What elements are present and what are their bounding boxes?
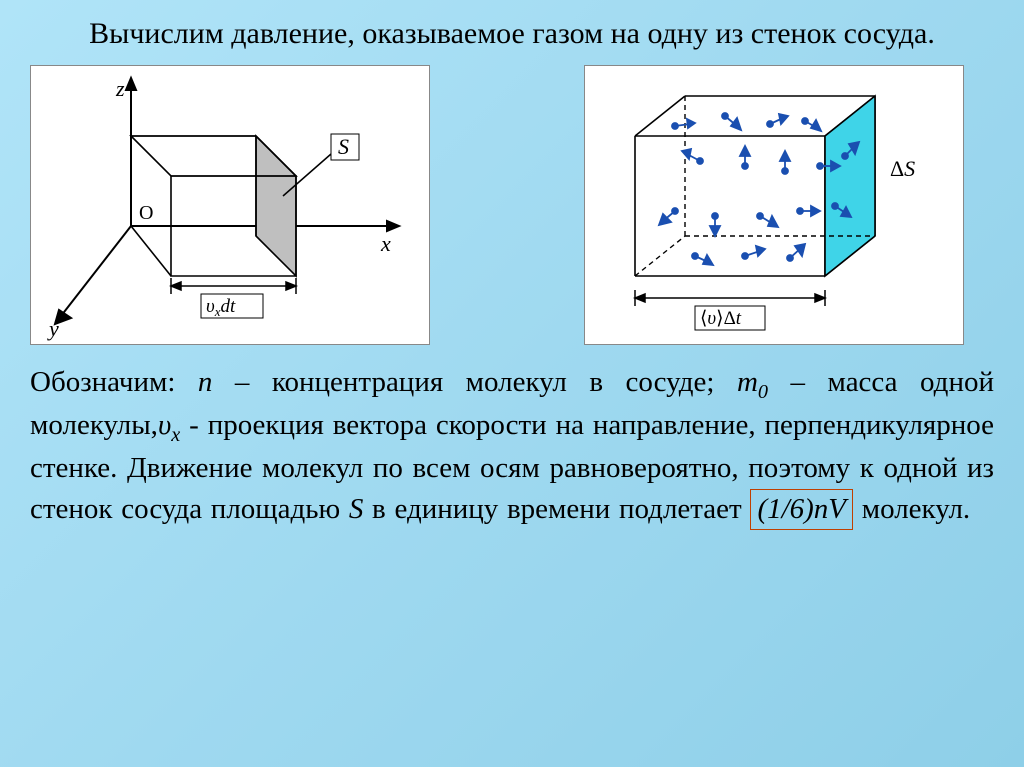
text-1e: в единицу времени подлетает — [363, 493, 750, 525]
cube-axes-svg: z x y O S υxdt — [31, 66, 431, 346]
var-S: S — [349, 493, 364, 525]
var-vx: υx — [158, 409, 180, 441]
label-vxdt-box: υxdt — [201, 294, 263, 319]
svg-text:S: S — [338, 134, 349, 159]
cube-molecules-svg: ΔS ⟨υ⟩Δt — [585, 66, 965, 346]
diagram-right: ΔS ⟨υ⟩Δt — [584, 65, 964, 345]
svg-text:υxdt: υxdt — [206, 296, 236, 319]
body-paragraph: Обозначим: n – концентрация молекул в со… — [0, 345, 1024, 530]
text-1f: молекул. — [853, 493, 970, 525]
origin-label: O — [139, 202, 153, 224]
axis-y-label: y — [47, 316, 59, 341]
text-1a: Обозначим: — [30, 366, 198, 398]
text-1b: – концентрация молекул в сосуде; — [212, 366, 737, 398]
svg-text:⟨υ⟩Δt: ⟨υ⟩Δt — [700, 308, 742, 329]
diagram-left: z x y O S υxdt — [30, 65, 430, 345]
axis-x-label: x — [380, 231, 391, 256]
var-m0: m0 — [737, 366, 768, 398]
slide-title: Вычислим давление, оказываемое газом на … — [0, 0, 1024, 65]
label-vdt-box: ⟨υ⟩Δt — [695, 306, 765, 330]
label-S-box: S — [331, 134, 359, 160]
var-n: n — [198, 366, 213, 398]
formula-box: (1/6)nV — [750, 489, 853, 530]
delta-S-label: ΔS — [890, 156, 915, 181]
axis-z-label: z — [115, 76, 125, 101]
diagrams-row: z x y O S υxdt — [0, 65, 1024, 345]
